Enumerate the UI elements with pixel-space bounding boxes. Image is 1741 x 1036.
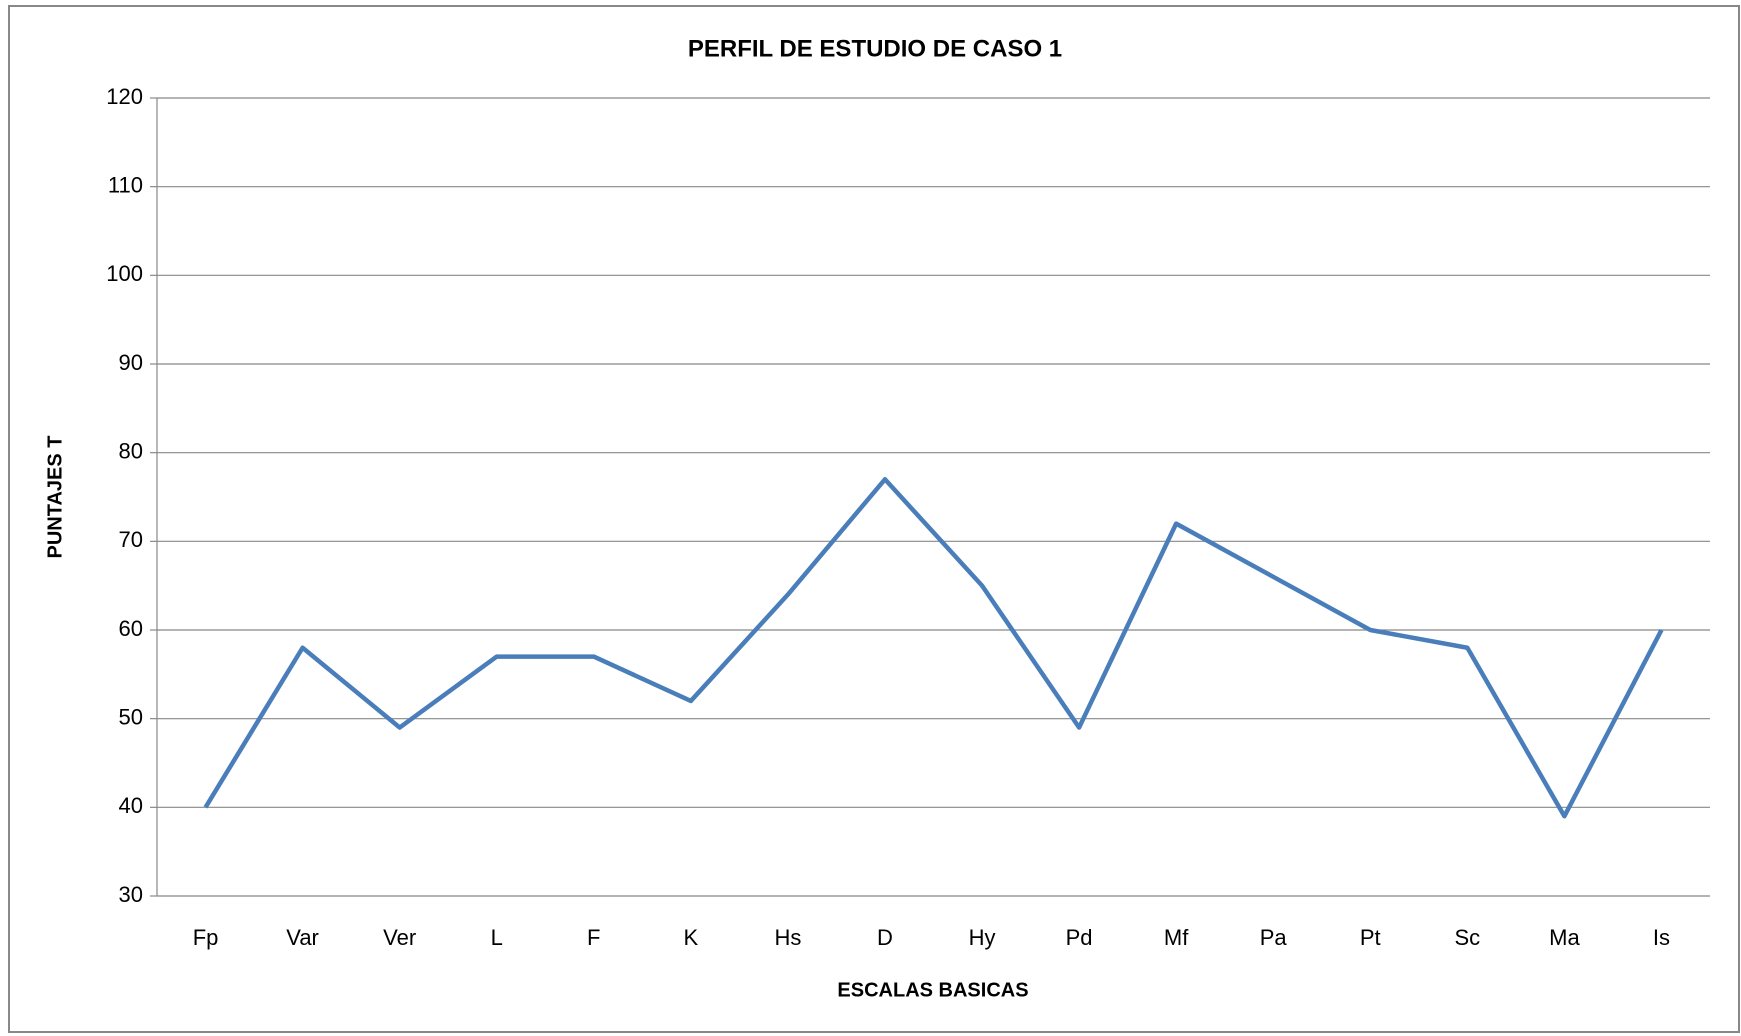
chart-title: PERFIL DE ESTUDIO DE CASO 1 [688, 35, 1062, 62]
x-tick-label: D [877, 925, 893, 950]
y-tick-label: 60 [119, 616, 143, 641]
x-tick-label: Ver [383, 925, 416, 950]
y-tick-label: 70 [119, 527, 143, 552]
x-tick-label: Sc [1455, 925, 1481, 950]
x-tick-label: Var [286, 925, 319, 950]
y-tick-label: 80 [119, 438, 143, 463]
x-tick-label: Pd [1066, 925, 1093, 950]
x-tick-label: Mf [1164, 925, 1189, 950]
y-tick-label: 50 [119, 704, 143, 729]
x-tick-label: L [491, 925, 503, 950]
x-tick-label: F [587, 925, 600, 950]
chart-frame [8, 5, 1740, 1033]
x-tick-label: Is [1653, 925, 1670, 950]
y-tick-label: 110 [108, 172, 143, 197]
x-tick-label: K [684, 925, 699, 950]
y-tick-label: 90 [119, 350, 143, 375]
x-tick-label: Fp [193, 925, 219, 950]
y-tick-label: 30 [119, 882, 143, 907]
data-line [203, 477, 1664, 819]
y-tick-label: 40 [119, 793, 143, 818]
y-tick-label: 120 [106, 84, 143, 109]
x-tick-label: Pa [1260, 925, 1288, 950]
y-tick-label: 100 [106, 261, 143, 286]
y-axis-title: PUNTAJES T [44, 436, 66, 559]
x-tick-label: Hy [969, 925, 996, 950]
x-tick-label: Ma [1549, 925, 1580, 950]
x-tick-label: Hs [774, 925, 801, 950]
x-axis-title: ESCALAS BASICAS [837, 979, 1028, 1001]
x-tick-label: Pt [1360, 925, 1381, 950]
